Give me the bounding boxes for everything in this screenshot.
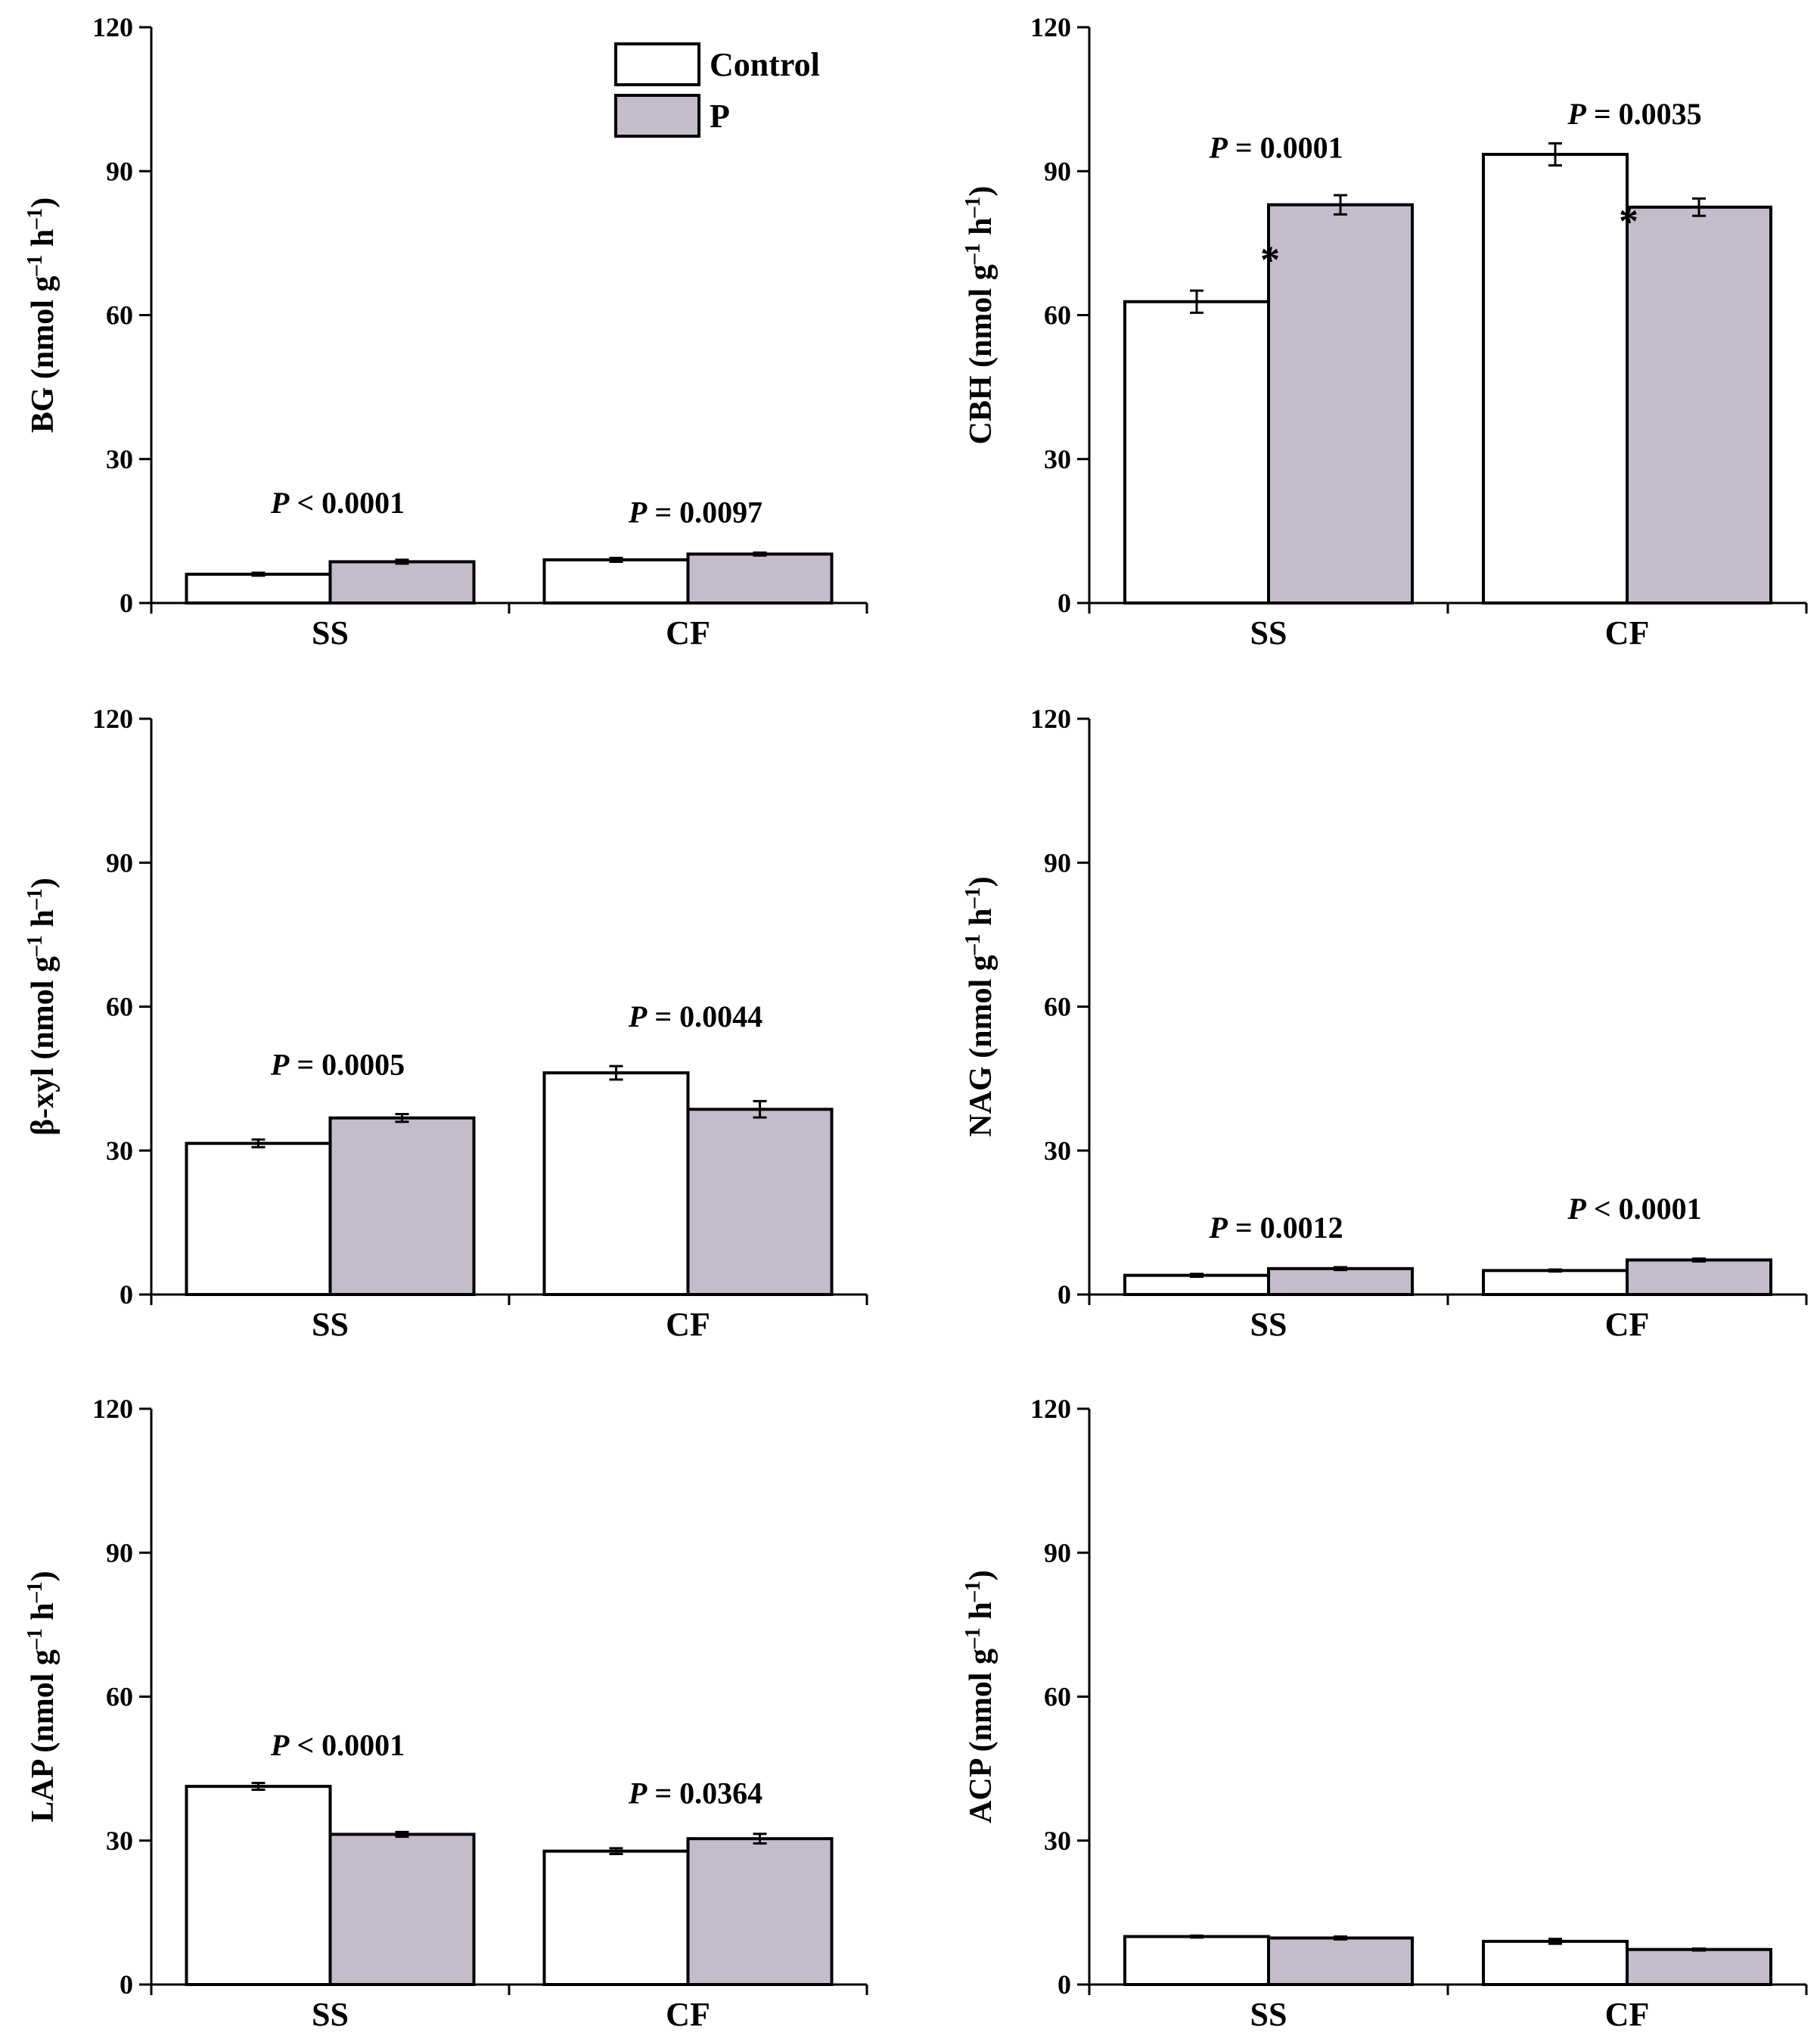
bar-p-ss xyxy=(1267,1267,1414,1297)
p-value-annotation: P = 0.0035 xyxy=(1567,97,1701,131)
y-tick-label: 30 xyxy=(1044,1136,1071,1166)
bar-control-ss xyxy=(1123,1273,1270,1296)
bar-control-ss xyxy=(1123,300,1270,605)
y-tick-label: 30 xyxy=(1044,444,1071,474)
p-value-annotation: P = 0.0097 xyxy=(628,496,762,530)
y-tick-label: 90 xyxy=(1044,847,1071,878)
bar-control-cf xyxy=(542,1071,690,1296)
bar-p-cf xyxy=(686,1108,834,1296)
y-tick-label: 90 xyxy=(106,156,133,186)
bar-p-cf xyxy=(686,552,834,605)
chart-panel-5: 0 30 60 90 120 SS CF P < 0.0001 P = 0.0364 LAP (n… xyxy=(23,1394,868,2033)
significance-star: * xyxy=(1260,238,1280,281)
bar-p-ss xyxy=(328,1832,476,1987)
y-tick-label: 60 xyxy=(1044,300,1071,331)
x-category-label: SS xyxy=(1250,614,1287,651)
y-tick-label: 60 xyxy=(106,300,133,331)
p-value-annotation: P = 0.0012 xyxy=(1208,1211,1343,1245)
y-tick-label: 30 xyxy=(1044,1826,1071,1856)
bar-control-cf xyxy=(1482,1939,1629,1987)
y-axis-label: β-xyl (nmol g–1 h–1) xyxy=(23,878,61,1136)
y-tick-label: 0 xyxy=(120,1969,133,2000)
y-axis-label: BG (nmol g–1 h–1) xyxy=(23,197,61,434)
y-axis-label: ACP (nmol g–1 h–1) xyxy=(961,1570,999,1823)
p-value-annotation: P = 0.0005 xyxy=(270,1048,405,1082)
y-tick-label: 120 xyxy=(1030,12,1071,42)
bar-p-cf xyxy=(1626,1947,1772,1986)
p-value-annotation: P = 0.0044 xyxy=(628,999,762,1033)
x-category-label: SS xyxy=(312,614,349,651)
y-tick-label: 0 xyxy=(1058,1969,1071,2000)
y-tick-label: 30 xyxy=(106,444,133,474)
p-value-annotation: P < 0.0001 xyxy=(270,486,405,520)
bar-control-ss xyxy=(185,572,332,605)
x-category-label: SS xyxy=(1250,1306,1287,1343)
legend-swatch-control xyxy=(614,42,700,86)
y-axis-label: CBH (nmol g–1 h–1) xyxy=(961,186,999,445)
bar-control-cf xyxy=(542,558,690,605)
bar-p-ss xyxy=(1267,1936,1414,1987)
x-category-label: CF xyxy=(666,1306,710,1343)
bar-p-cf xyxy=(686,1837,834,1987)
y-tick-label: 120 xyxy=(92,12,133,42)
x-category-label: SS xyxy=(312,1996,349,2033)
y-axis-label: NAG (nmol g–1 h–1) xyxy=(961,876,999,1136)
bar-p-cf xyxy=(1626,205,1772,605)
y-tick-label: 30 xyxy=(106,1826,133,1856)
bar-p-ss xyxy=(328,1116,476,1297)
y-tick-label: 120 xyxy=(1030,1394,1071,1424)
y-tick-label: 90 xyxy=(106,1537,133,1568)
bar-p-ss xyxy=(328,560,476,605)
bar-control-cf xyxy=(1482,1269,1629,1296)
y-tick-label: 0 xyxy=(120,1279,133,1310)
chart-panel-4: 0 30 60 90 120 SS CF P = 0.0012 P < 0.0001 NAG (n… xyxy=(961,704,1808,1343)
y-tick-label: 60 xyxy=(1044,1682,1071,1712)
bar-p-ss xyxy=(1267,203,1414,605)
y-tick-label: 60 xyxy=(106,992,133,1022)
p-value-annotation: P < 0.0001 xyxy=(270,1728,405,1762)
x-category-label: CF xyxy=(666,1996,710,2033)
y-tick-label: 120 xyxy=(92,1394,133,1424)
legend-swatch-p xyxy=(614,94,700,138)
p-value-annotation: P < 0.0001 xyxy=(1567,1192,1701,1226)
x-category-label: SS xyxy=(312,1306,349,1343)
x-category-label: CF xyxy=(1605,1996,1650,2033)
x-category-label: CF xyxy=(1605,614,1650,651)
chart-panel-6: 0 30 60 90 120 SS CF ACP (nmol g–1 h–1) xyxy=(961,1394,1808,2033)
legend-label: P xyxy=(710,98,730,135)
chart-panel-3: 0 30 60 90 120 SS CF P = 0.0005 P = 0.0044 β-xyl … xyxy=(23,704,868,1343)
p-value-annotation: P = 0.0364 xyxy=(628,1776,762,1810)
y-tick-label: 0 xyxy=(1058,1279,1071,1310)
y-tick-label: 0 xyxy=(120,588,133,618)
y-tick-label: 90 xyxy=(1044,1537,1071,1568)
significance-star: * xyxy=(1619,200,1638,244)
bar-control-cf xyxy=(542,1849,690,1986)
y-tick-label: 60 xyxy=(106,1682,133,1712)
x-category-label: CF xyxy=(666,614,710,651)
bar-control-ss xyxy=(1123,1935,1270,1986)
y-tick-label: 60 xyxy=(1044,992,1071,1022)
bar-control-ss xyxy=(185,1785,332,1986)
p-value-annotation: P = 0.0001 xyxy=(1208,131,1343,165)
y-axis-label: LAP (nmol g–1 h–1) xyxy=(23,1571,61,1823)
legend-label: Control xyxy=(710,46,820,83)
x-category-label: SS xyxy=(1250,1996,1287,2033)
bar-p-cf xyxy=(1626,1258,1772,1296)
chart-panel-2: 0 30 60 90 120 SS CF P = 0.0001 P = 0.0035 * * CBH … xyxy=(961,12,1808,651)
y-tick-label: 120 xyxy=(1030,704,1071,734)
legend: Control P xyxy=(614,42,820,138)
y-tick-label: 120 xyxy=(92,704,133,734)
y-tick-label: 90 xyxy=(106,847,133,878)
bar-control-ss xyxy=(185,1142,332,1297)
chart-panel-1: 0 30 60 90 120 SS CF P < 0.0001 P = 0.0097 BG (nm… xyxy=(23,12,868,651)
y-tick-label: 90 xyxy=(1044,156,1071,186)
bar-control-cf xyxy=(1482,153,1629,605)
y-tick-label: 30 xyxy=(106,1136,133,1166)
x-category-label: CF xyxy=(1605,1306,1650,1343)
y-tick-label: 0 xyxy=(1058,588,1071,618)
